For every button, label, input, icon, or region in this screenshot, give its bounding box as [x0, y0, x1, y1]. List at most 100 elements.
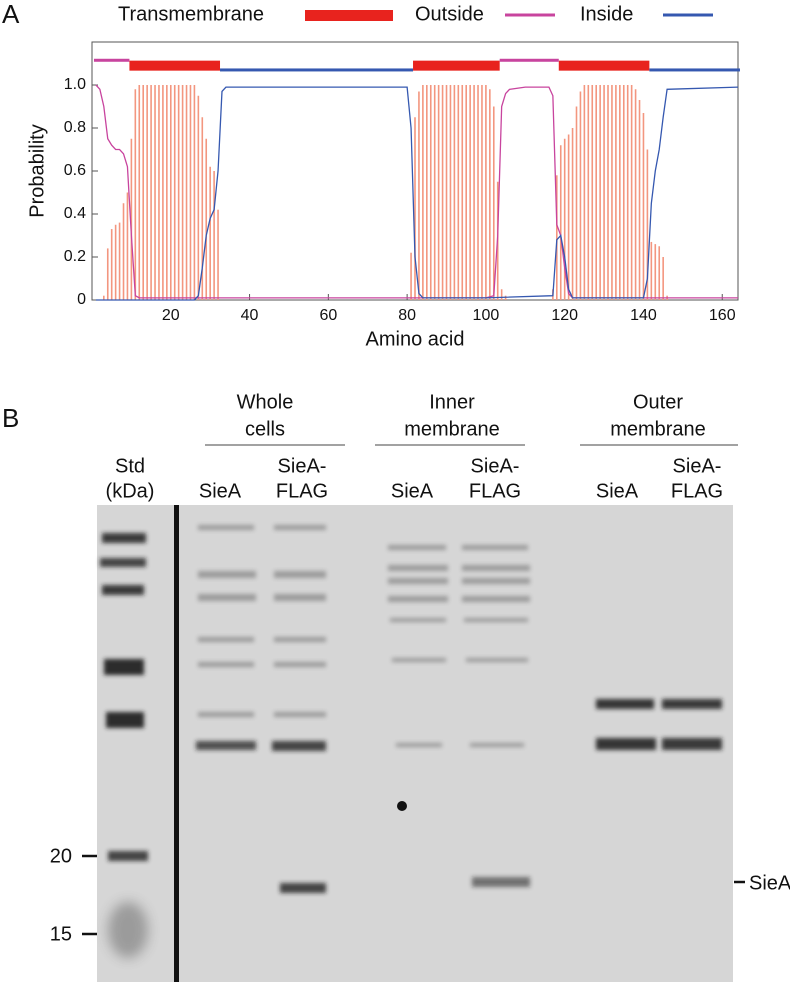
band: [272, 741, 326, 751]
lane-label: Std: [115, 455, 145, 477]
topology-segment: [558, 60, 650, 71]
faint-band: [274, 594, 326, 601]
faint-band: [396, 743, 442, 747]
ladder-band: [100, 558, 146, 567]
x-tick-label: 160: [709, 307, 736, 324]
lane-label: (kDa): [106, 480, 155, 502]
band: [596, 738, 656, 750]
x-tick-label: 20: [162, 307, 180, 324]
faint-band: [274, 571, 326, 578]
lane-label: SieA-: [471, 455, 520, 477]
lane-label: SieA: [391, 480, 434, 502]
y-tick-label: 0.8: [64, 119, 86, 136]
band: [596, 699, 654, 709]
band: [662, 738, 722, 750]
x-tick-label: 40: [241, 307, 259, 324]
faint-band: [274, 662, 326, 667]
panel-label: B: [2, 403, 19, 433]
group-label: Whole: [237, 391, 294, 413]
legend-label: Transmembrane: [118, 3, 264, 25]
faint-band: [388, 596, 448, 602]
group-label: Inner: [429, 391, 475, 413]
group-label: membrane: [610, 418, 706, 440]
divider: [174, 505, 179, 982]
blot: [97, 505, 733, 982]
ladder-band: [106, 712, 144, 728]
x-tick-label: 100: [473, 307, 500, 324]
y-tick-label: 0.4: [64, 205, 86, 222]
faint-band: [390, 618, 446, 622]
x-tick-label: 60: [319, 307, 337, 324]
y-axis-label: Probability: [26, 124, 48, 217]
band: [662, 699, 722, 709]
topology-segment: [413, 60, 500, 71]
faint-band: [388, 545, 446, 550]
topology-segment: [499, 58, 559, 62]
ladder-band: [104, 659, 144, 675]
y-tick-label: 0: [77, 291, 86, 308]
faint-band: [198, 571, 256, 578]
band: [280, 883, 326, 893]
lane-label: FLAG: [671, 480, 723, 502]
legend-swatch: [663, 13, 713, 17]
faint-band: [274, 712, 326, 717]
y-tick-label: 0.6: [64, 162, 86, 179]
faint-band: [392, 658, 446, 662]
legend-swatch: [505, 13, 555, 17]
group-label: cells: [245, 418, 285, 440]
faint-band: [388, 565, 448, 571]
faint-band: [470, 743, 524, 747]
marker-label: 20: [50, 845, 72, 867]
faint-band: [198, 712, 254, 717]
faint-band: [464, 618, 528, 622]
faint-band: [274, 637, 326, 642]
lane-label: FLAG: [469, 480, 521, 502]
topology-segment: [649, 68, 740, 72]
lane-label: SieA: [199, 480, 242, 502]
panel-a: A Amino acid Probability 20 40 60 80 100 120 1…: [2, 0, 740, 350]
x-tick-label: 80: [398, 307, 416, 324]
faint-band: [274, 525, 326, 530]
faint-band: [466, 658, 528, 662]
faint-band: [462, 596, 530, 602]
x-axis-label: Amino acid: [366, 328, 465, 350]
faint-band: [388, 578, 448, 584]
topology-segment: [220, 68, 414, 72]
legend-label: Outside: [415, 3, 484, 25]
faint-band: [462, 545, 528, 550]
ladder-band: [102, 585, 144, 595]
marker-label: 15: [50, 923, 72, 945]
lane-label: SieA-: [278, 455, 327, 477]
panel-b: B Whole cells Inner membrane Outer membr…: [2, 391, 790, 982]
speck: [397, 801, 407, 811]
y-tick-label: 0.2: [64, 248, 86, 265]
faint-band: [462, 565, 530, 571]
band: [196, 741, 256, 750]
legend-label: Inside: [580, 3, 633, 25]
lane-label: SieA-: [673, 455, 722, 477]
ladder-smear: [108, 902, 148, 958]
ladder-band: [102, 533, 146, 543]
probability-line: [95, 86, 739, 301]
panel-label: A: [2, 0, 20, 29]
faint-band: [198, 637, 254, 642]
faint-band: [198, 594, 256, 601]
lane-label: SieA: [596, 480, 639, 502]
ladder-band: [108, 851, 148, 861]
y-tick-label: 1.0: [64, 76, 86, 93]
band-label: SieA: [749, 872, 790, 894]
topology-segment: [93, 58, 130, 62]
faint-band: [198, 525, 254, 530]
group-label: Outer: [633, 391, 683, 413]
faint-band: [462, 578, 530, 584]
x-tick-label: 140: [630, 307, 657, 324]
group-label: membrane: [404, 418, 500, 440]
legend-swatch: [305, 10, 393, 21]
band: [472, 877, 530, 887]
probability-line: [95, 84, 738, 299]
topology-segment: [129, 60, 221, 71]
faint-band: [198, 662, 254, 667]
lane-label: FLAG: [276, 480, 328, 502]
